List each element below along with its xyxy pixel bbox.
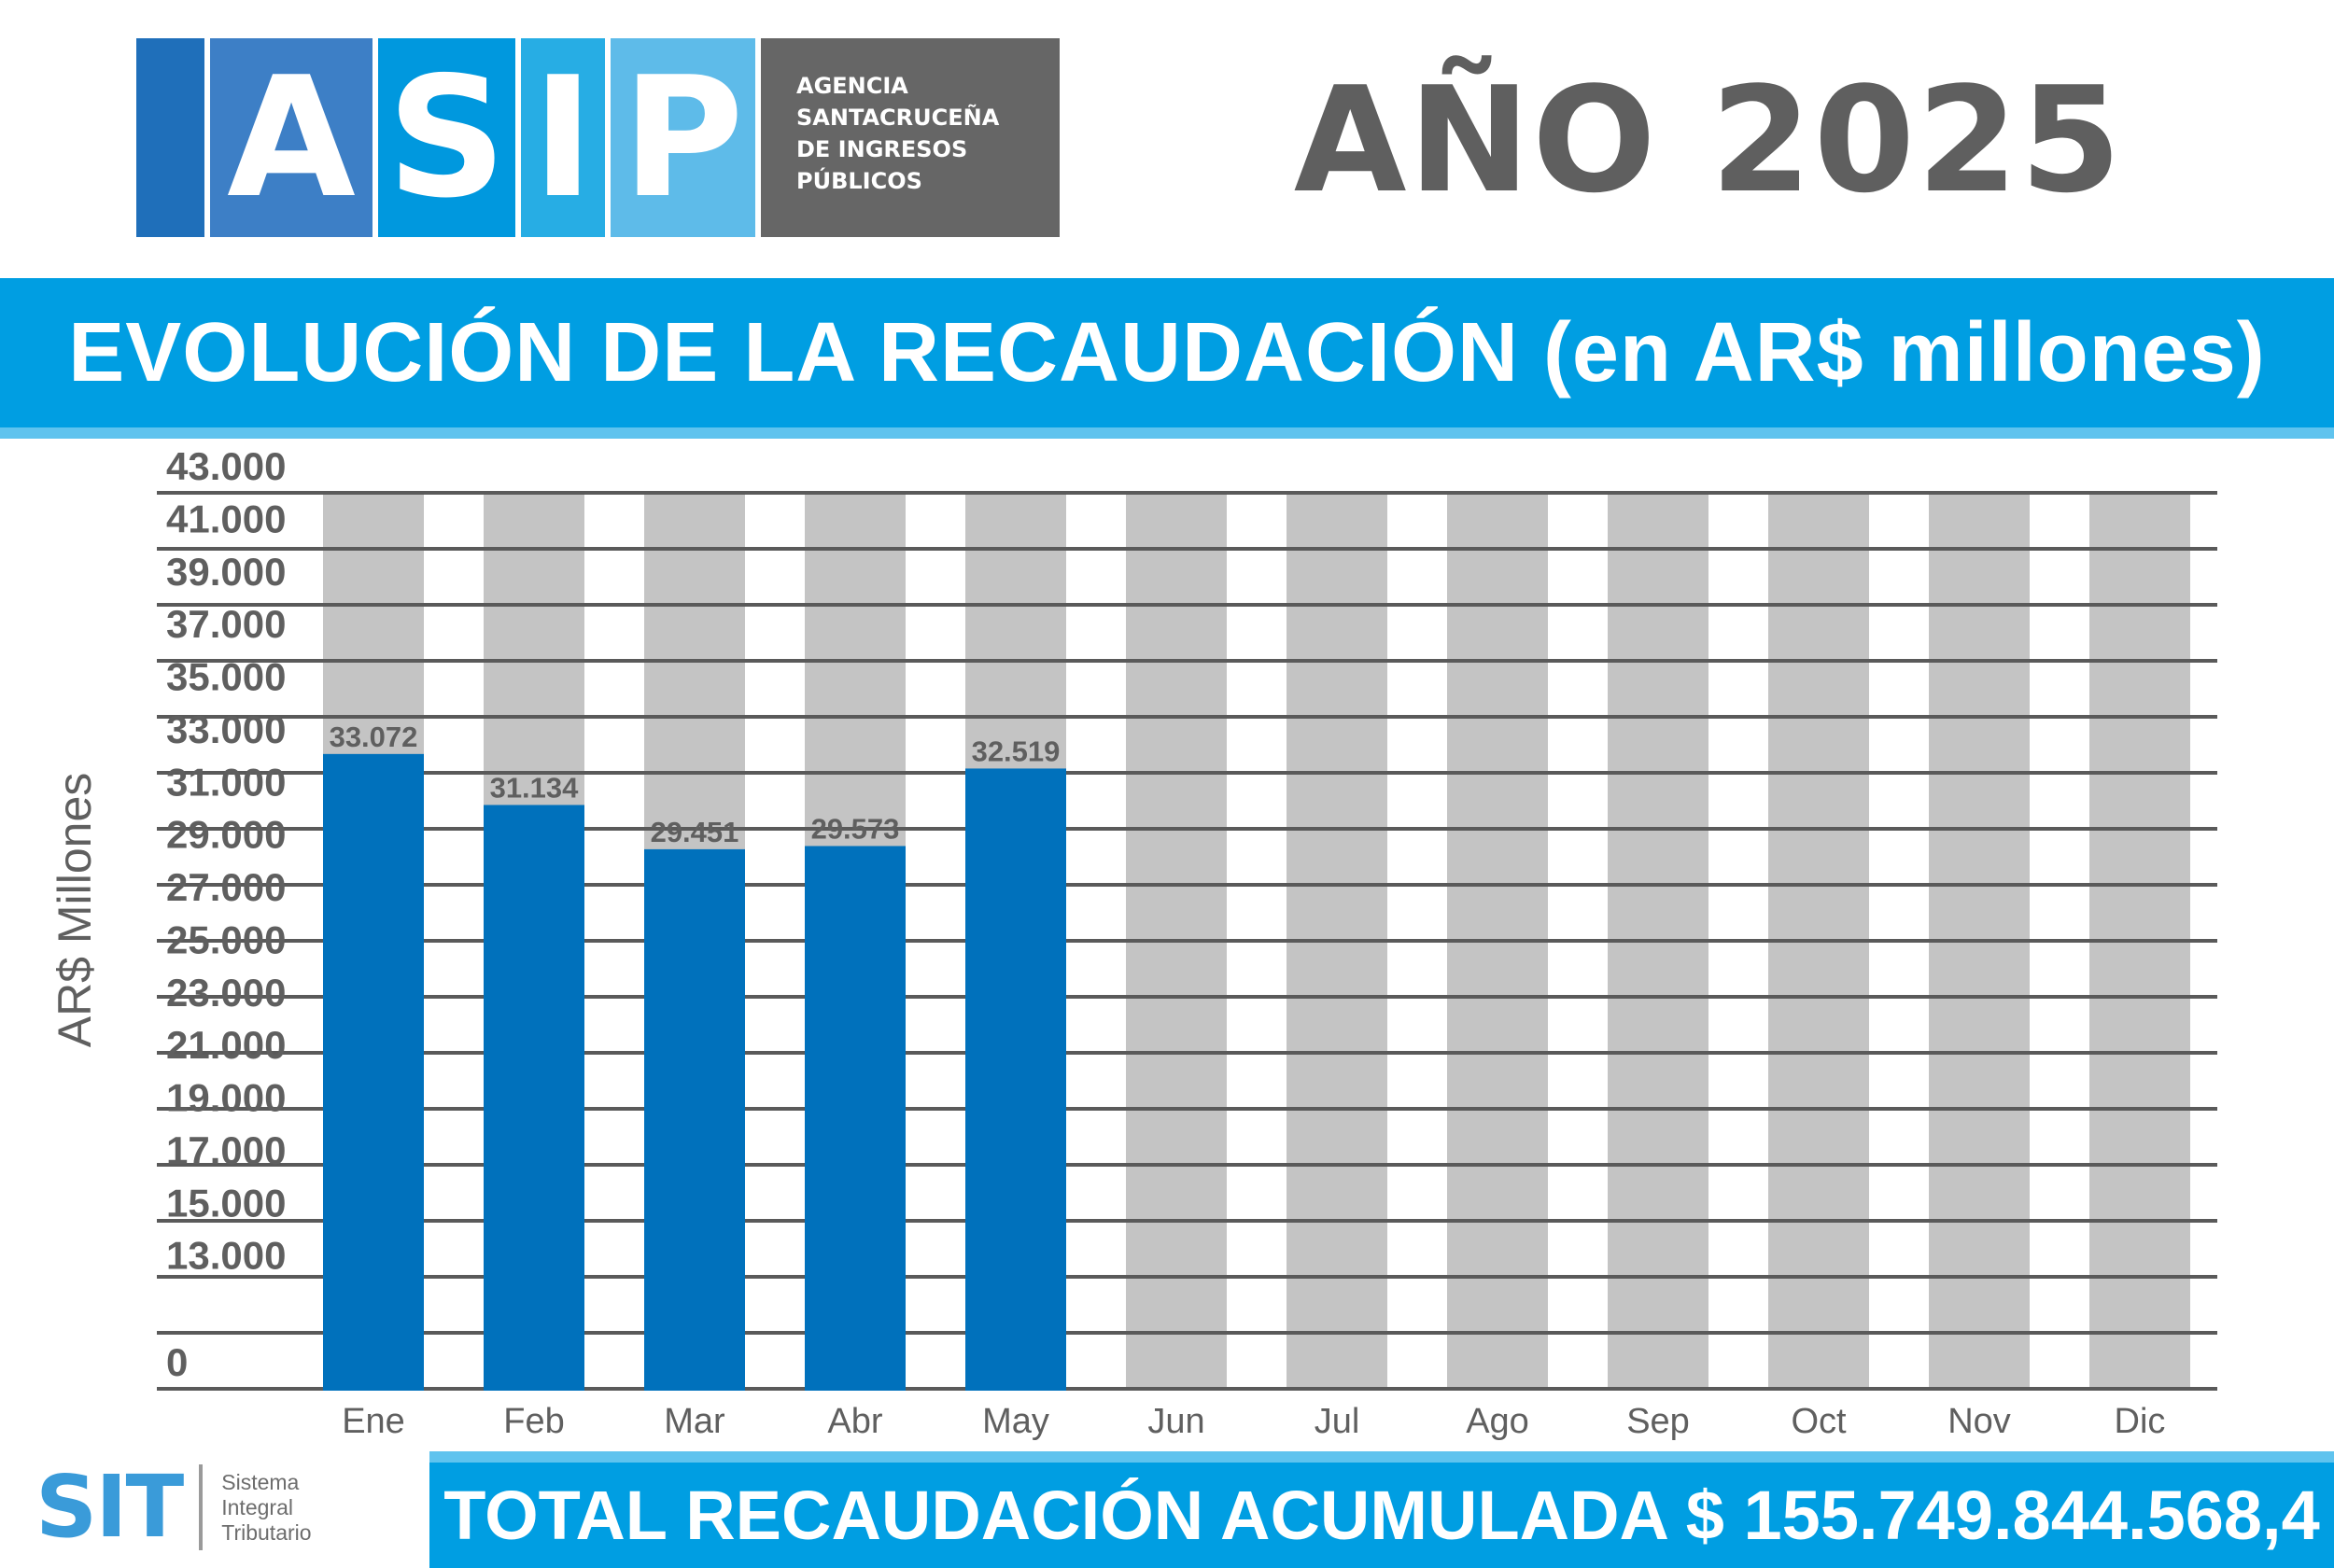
y-tick-label: 13.000 (166, 1234, 286, 1278)
data-bar-ene (323, 753, 424, 1391)
x-tick-label-mar: Mar (664, 1402, 725, 1441)
value-label-may: 32.519 (972, 735, 1061, 767)
y-tick-label: 35.000 (166, 655, 286, 699)
chart-title: EVOLUCIÓN DE LA RECAUDACIÓN (en AR$ mill… (68, 305, 2266, 399)
y-tick-label: 21.000 (166, 1023, 286, 1067)
y-tick-label: 23.000 (166, 971, 286, 1015)
year-heading: AÑO 2025 (1293, 55, 2124, 225)
y-tick-label: 29.000 (166, 813, 286, 857)
logo-letter-i: I (521, 38, 605, 237)
x-tick-label-sep: Sep (1626, 1402, 1690, 1441)
title-band: EVOLUCIÓN DE LA RECAUDACIÓN (en AR$ mill… (0, 278, 2334, 427)
bar-chart: 0 13.000 15.000 17.000 19.000 21.000 23.000 25.… (157, 444, 2217, 1441)
x-tick-label-jul: Jul (1315, 1402, 1360, 1441)
logo-letter-s: S (378, 38, 515, 237)
x-tick-label-ene: Ene (342, 1402, 405, 1441)
y-tick-label: 37.000 (166, 602, 286, 646)
total-collected: TOTAL RECAUDACIÓN ACUMULADA $ 155.749.84… (443, 1477, 2320, 1554)
asip-logo: A S I P AGENCIA SANTACRUCEÑA DE INGRESOS… (136, 38, 1060, 237)
y-tick-label: 41.000 (166, 497, 286, 540)
sit-line-2: Integral (221, 1494, 293, 1519)
data-bar-abr (805, 846, 906, 1391)
y-tick-label: 0 (166, 1340, 188, 1384)
sit-divider (199, 1464, 204, 1550)
value-label-ene: 33.072 (330, 721, 418, 753)
value-label-abr: 29.573 (811, 812, 900, 845)
y-tick-label: 33.000 (166, 707, 286, 751)
x-tick-label-dic: Dic (2115, 1402, 2166, 1441)
value-label-feb: 31.134 (490, 771, 580, 804)
x-tick-label-oct: Oct (1791, 1402, 1847, 1441)
x-tick-label-ago: Ago (1466, 1402, 1529, 1441)
data-bar-mar (644, 848, 745, 1391)
sit-logo: SIT Sistema Integral Tributario (35, 1457, 312, 1557)
sit-description: Sistema Integral Tributario (221, 1470, 311, 1546)
title-band-underline (0, 427, 2334, 439)
logo-letter-a: A (210, 38, 373, 237)
agency-line-1: AGENCIA (796, 73, 908, 99)
logo-agency-name: AGENCIA SANTACRUCEÑA DE INGRESOS PÚBLICO… (761, 38, 1060, 237)
x-tick-label-jun: Jun (1147, 1402, 1204, 1441)
x-tick-label-abr: Abr (827, 1402, 882, 1441)
total-band-topline (429, 1451, 2334, 1463)
value-label-mar: 29.451 (651, 816, 739, 848)
y-tick-label: 27.000 (166, 865, 286, 909)
y-tick-label: 15.000 (166, 1181, 286, 1225)
y-tick-label: 31.000 (166, 760, 286, 804)
sit-line-1: Sistema (221, 1469, 300, 1494)
x-tick-label-nov: Nov (1947, 1402, 2011, 1441)
logo-stripe (136, 38, 204, 237)
y-tick-label: 43.000 (166, 444, 286, 488)
agency-line-2: SANTACRUCEÑA (796, 105, 1000, 131)
x-tick-label-may: May (982, 1402, 1049, 1441)
y-tick-label: 17.000 (166, 1128, 286, 1172)
agency-line-4: PÚBLICOS (796, 168, 922, 194)
x-tick-label-feb: Feb (503, 1402, 564, 1441)
y-tick-label: 39.000 (166, 550, 286, 594)
logo-letter-p: P (611, 38, 755, 237)
y-tick-label: 25.000 (166, 917, 286, 961)
agency-line-3: DE INGRESOS (796, 136, 968, 162)
data-bar-feb (484, 805, 584, 1391)
sit-wordmark: SIT (35, 1457, 184, 1557)
total-band: TOTAL RECAUDACIÓN ACUMULADA $ 155.749.84… (429, 1463, 2334, 1568)
sit-line-3: Tributario (221, 1519, 312, 1545)
y-tick-label: 19.000 (166, 1076, 286, 1120)
data-bar-may (965, 768, 1066, 1391)
